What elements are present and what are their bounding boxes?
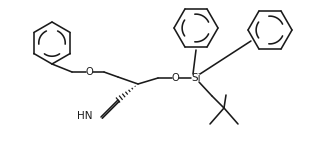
Text: Si: Si [191,73,201,83]
Text: O: O [85,67,93,77]
Text: O: O [171,73,179,83]
Text: HN: HN [77,111,93,121]
